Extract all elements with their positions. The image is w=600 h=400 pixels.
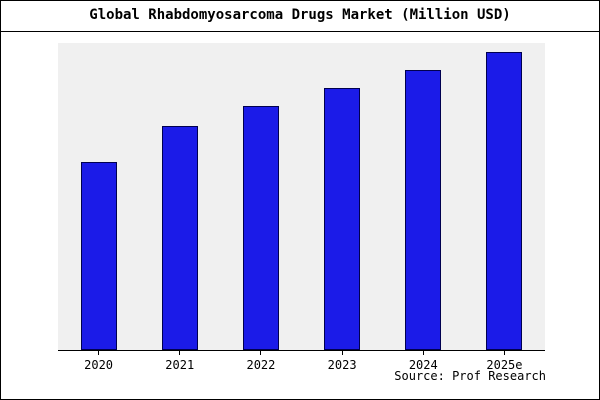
bar-2023 <box>324 87 361 350</box>
tick-mark <box>98 351 100 355</box>
tick-slot-2020: 2020 <box>58 351 139 372</box>
plot-area <box>58 43 545 351</box>
tick-slot-2023: 2023 <box>302 351 383 372</box>
chart-title: Global Rhabdomyosarcoma Drugs Market (Mi… <box>1 1 599 32</box>
x-tick-label-2024: 2024 <box>408 358 438 372</box>
tick-slot-2021: 2021 <box>139 351 220 372</box>
x-tick-label-2021: 2021 <box>165 358 195 372</box>
tick-slot-2022: 2022 <box>220 351 301 372</box>
tick-mark <box>503 351 505 355</box>
bar-slot-2020 <box>58 43 139 350</box>
source-text: Source: Prof Research <box>394 369 546 383</box>
x-tick-label-2023: 2023 <box>327 358 357 372</box>
tick-slot-2024: 2024 <box>383 351 464 372</box>
bar-2021 <box>161 126 198 350</box>
x-tick-label-2022: 2022 <box>246 358 276 372</box>
tick-mark <box>341 351 343 355</box>
bar-2020 <box>80 162 117 350</box>
bar-2022 <box>242 105 279 350</box>
tick-mark <box>179 351 181 355</box>
bar-slot-2024 <box>383 43 464 350</box>
bar-2025e <box>486 51 523 350</box>
tick-slot-2025e: 2025e <box>464 351 545 372</box>
bar-slot-2022 <box>220 43 301 350</box>
bar-2024 <box>405 69 442 350</box>
tick-mark <box>260 351 262 355</box>
bar-slot-2025e <box>464 43 545 350</box>
x-tick-label-2020: 2020 <box>84 358 114 372</box>
x-axis-ticks: 2020 2021 2022 2023 2024 2025e <box>58 351 545 372</box>
chart-area: 2020 2021 2022 2023 2024 2025e <box>58 43 545 372</box>
bar-slot-2021 <box>139 43 220 350</box>
bar-slot-2023 <box>302 43 383 350</box>
x-tick-label-2025e: 2025e <box>486 358 523 372</box>
tick-mark <box>422 351 424 355</box>
